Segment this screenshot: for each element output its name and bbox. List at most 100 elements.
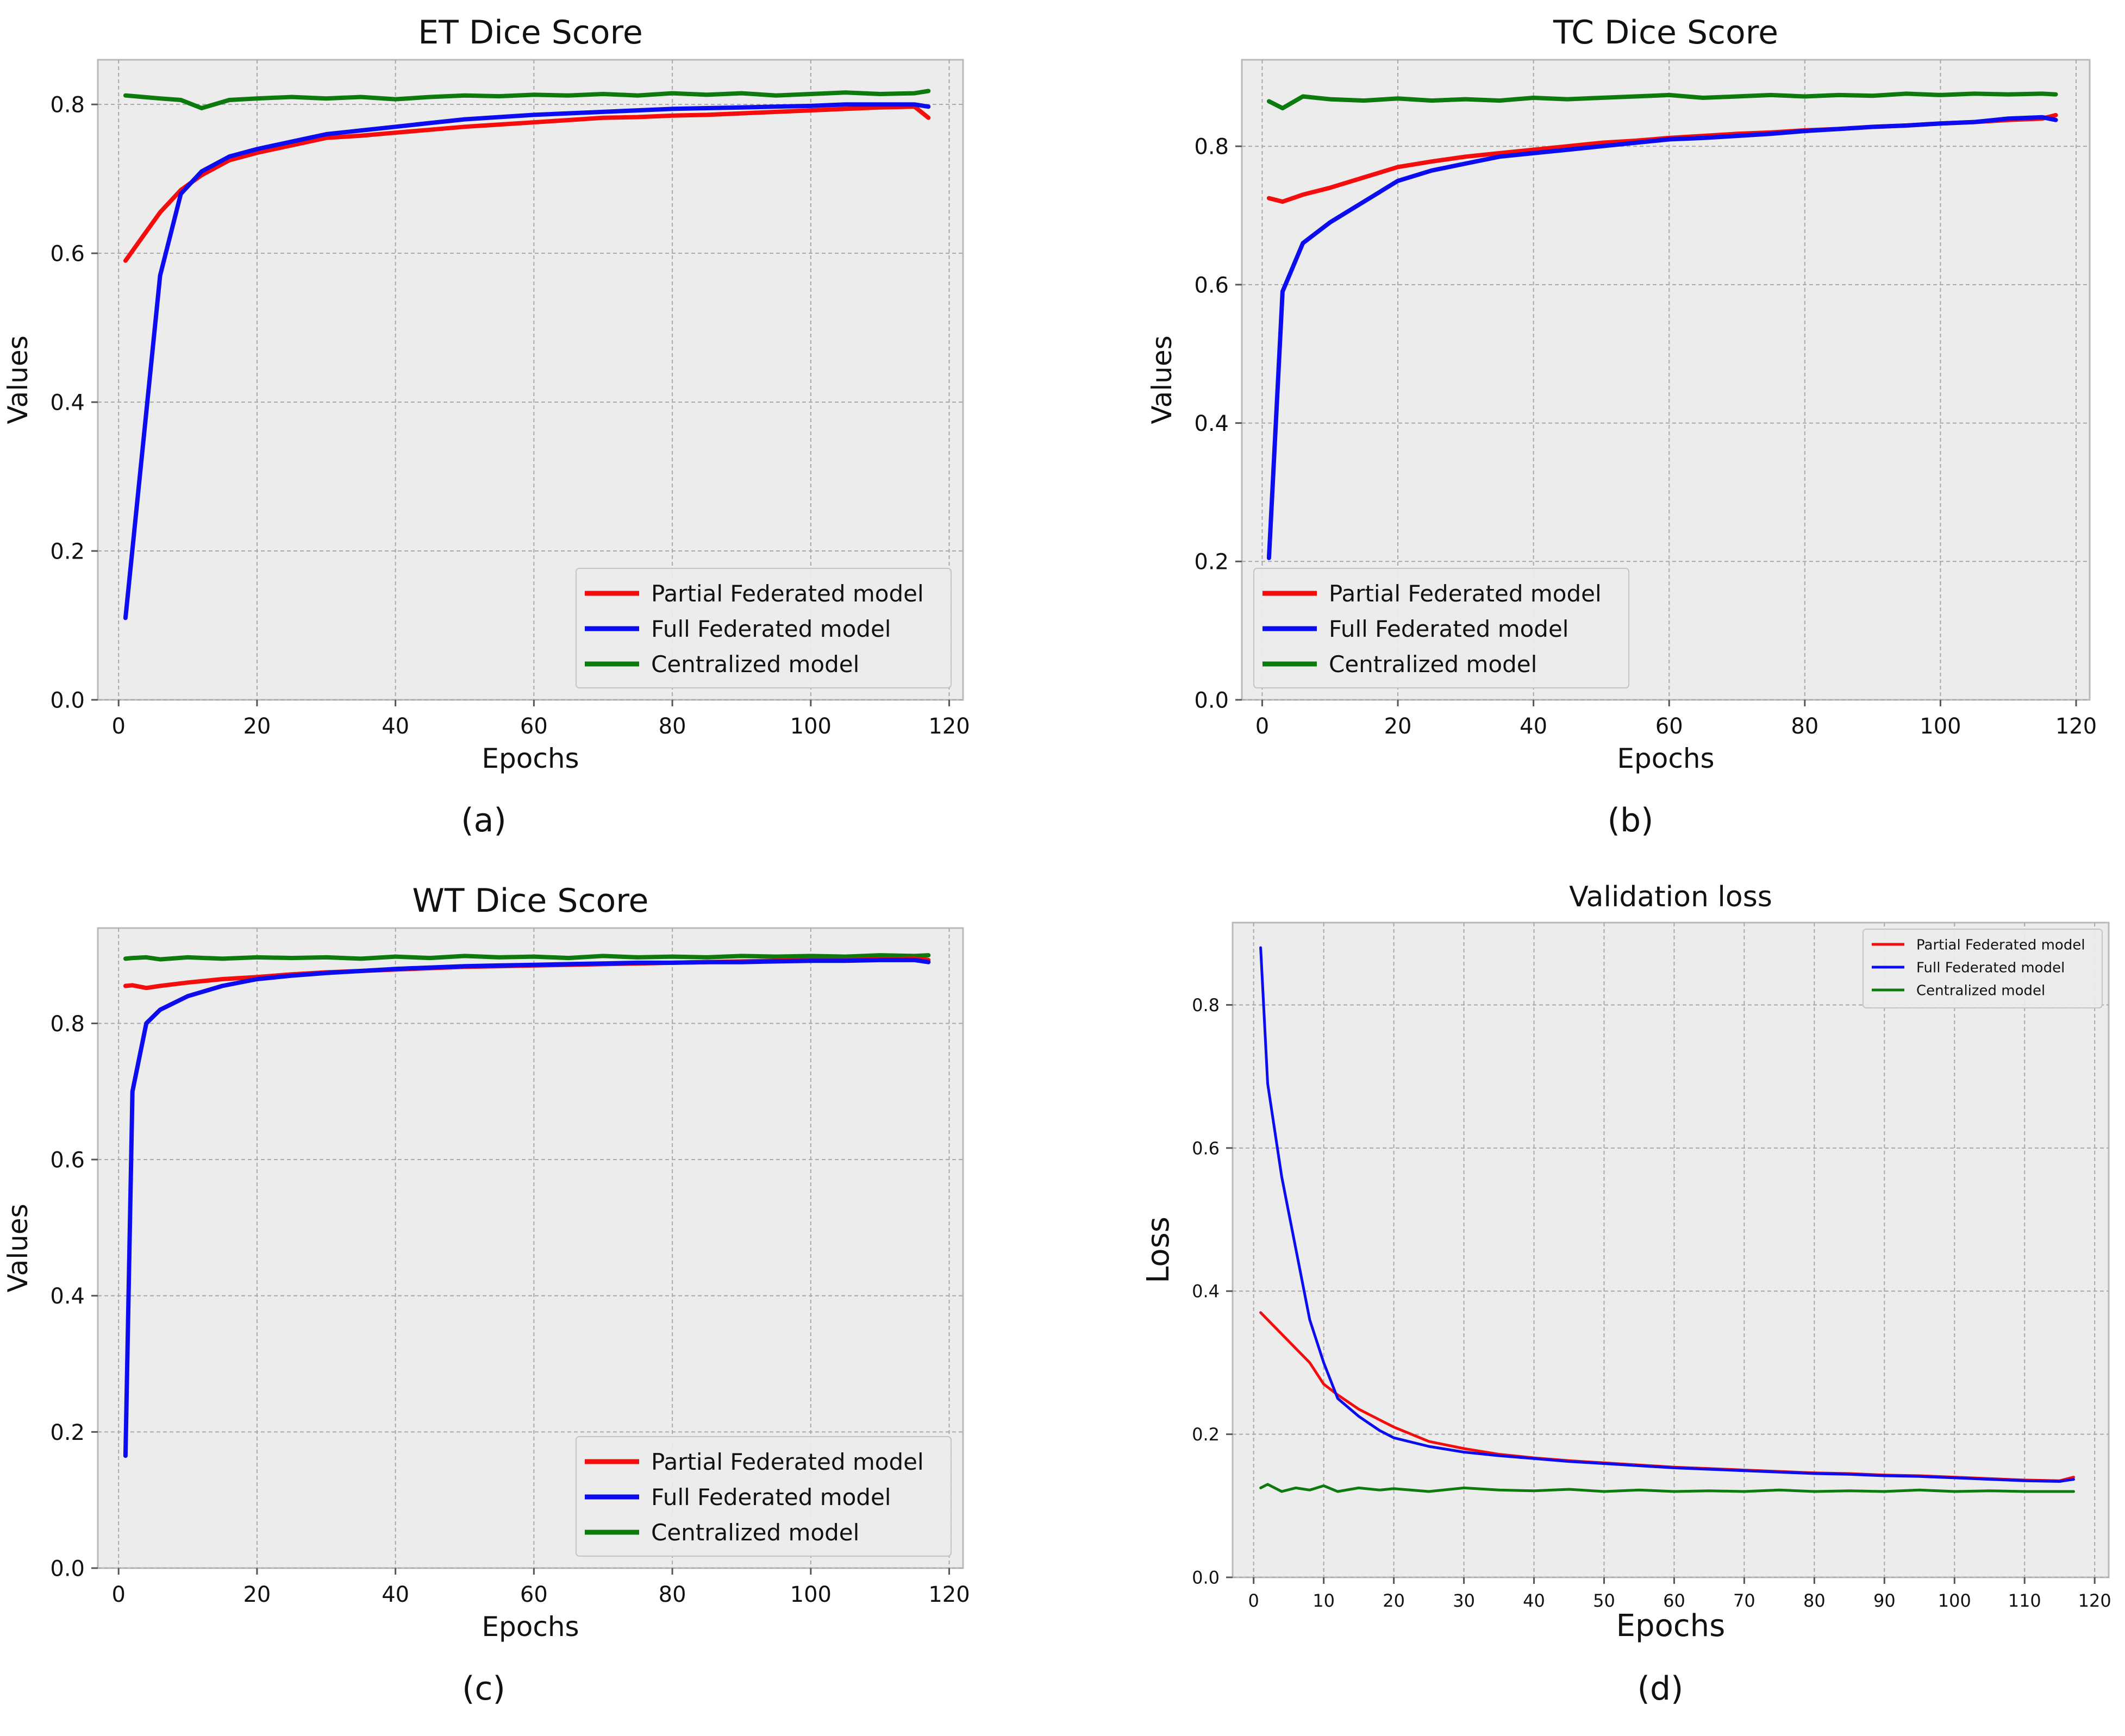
chart-title: ET Dice Score	[418, 14, 643, 52]
x-tick-label: 0	[1248, 1590, 1259, 1611]
x-tick-label: 100	[790, 714, 832, 739]
x-tick-label: 0	[1255, 714, 1269, 739]
legend-label: Partial Federated model	[1329, 580, 1602, 607]
y-tick-label: 0.0	[1194, 688, 1229, 713]
y-tick-label: 0.0	[1192, 1568, 1220, 1588]
y-tick-label: 0.8	[1194, 135, 1229, 160]
series-group	[123, 953, 931, 1458]
legend-label: Centralized model	[1916, 982, 2045, 999]
panel-caption: (d)	[1638, 1670, 1684, 1708]
chart-panel-1: 0 20 40 60 80 100 120 0.0 0.2 0.4 0.6 0.8 TC Dice Sc…	[1146, 14, 2097, 839]
x-tick-label: 0	[111, 1582, 125, 1607]
y-tick-label: 0.2	[1192, 1424, 1220, 1445]
x-tick-label: 40	[1523, 1590, 1545, 1611]
chart-title: WT Dice Score	[412, 882, 649, 920]
x-tick-label: 100	[1920, 714, 1961, 739]
chart-title: TC Dice Score	[1553, 14, 1778, 52]
y-tick-label: 0.2	[50, 539, 85, 564]
x-tick-label: 60	[1655, 714, 1683, 739]
series-line-1	[123, 102, 931, 621]
legend-label: Partial Federated model	[651, 1449, 924, 1475]
x-tick-label: 30	[1453, 1590, 1475, 1611]
y-tick-label: 0.4	[50, 390, 85, 415]
y-axis-label: Loss	[1141, 1217, 1176, 1283]
y-tick-label: 0.6	[1194, 273, 1229, 298]
x-tick-label: 100	[790, 1582, 832, 1607]
y-tick-label: 0.4	[1194, 411, 1229, 436]
y-tick-label: 0.4	[1192, 1281, 1220, 1302]
y-tick-label: 0.6	[1192, 1138, 1220, 1158]
x-tick-label: 20	[243, 714, 271, 739]
series-line-0	[123, 104, 931, 263]
x-tick-label: 20	[243, 1582, 271, 1607]
x-tick-label: 10	[1312, 1590, 1335, 1611]
x-tick-label: 90	[1873, 1590, 1896, 1611]
legend: Partial Federated model Full Federated mo…	[1862, 929, 2103, 1008]
x-tick-label: 0	[111, 714, 125, 739]
chart-panel-0: 0 20 40 60 80 100 120 0.0 0.2 0.4 0.6 0.8 ET Dice Sc…	[2, 14, 970, 839]
legend-label: Full Federated model	[1329, 616, 1568, 642]
x-tick-label: 120	[2055, 714, 2097, 739]
x-tick-label: 120	[928, 714, 970, 739]
legend-box	[1253, 568, 1629, 688]
panel-caption: (a)	[461, 801, 507, 839]
y-tick-label: 0.0	[50, 1556, 85, 1581]
legend-box	[1862, 929, 2103, 1008]
legend-label: Centralized model	[651, 651, 859, 678]
series-line-2	[1266, 91, 2058, 111]
x-tick-label: 120	[2078, 1590, 2111, 1611]
y-tick-label: 0.6	[50, 1148, 85, 1173]
x-tick-label: 120	[928, 1582, 970, 1607]
y-tick-label: 0.2	[1194, 550, 1229, 575]
x-tick-label: 20	[1383, 1590, 1405, 1611]
legend: Partial Federated model Full Federated mo…	[576, 568, 952, 688]
x-tick-label: 60	[1663, 1590, 1685, 1611]
x-axis-label: Epochs	[1617, 743, 1714, 774]
legend: Partial Federated model Full Federated mo…	[1253, 568, 1629, 688]
legend-label: Full Federated model	[1916, 960, 2065, 976]
chart-panel-3: 0 10 20 30 40 50 60 70 80 90 100 110 120 0.0 0.2 0.4 0.6…	[1141, 881, 2111, 1708]
x-tick-label: 50	[1593, 1590, 1615, 1611]
x-tick-label: 110	[2008, 1590, 2041, 1611]
x-axis-label: Epochs	[482, 1611, 579, 1643]
y-tick-label: 0.2	[50, 1420, 85, 1445]
series-line-1	[1266, 115, 2058, 560]
y-tick-label: 0.6	[50, 242, 85, 267]
series-line-1	[1259, 946, 2075, 1483]
legend-label: Full Federated model	[651, 1484, 891, 1511]
x-tick-label: 60	[520, 1582, 548, 1607]
series-group	[123, 89, 931, 621]
x-tick-label: 40	[1520, 714, 1547, 739]
x-tick-label: 80	[1791, 714, 1818, 739]
series-line-2	[123, 89, 931, 110]
x-tick-label: 80	[659, 1582, 686, 1607]
y-axis-label: Values	[2, 335, 34, 424]
x-tick-label: 60	[520, 714, 548, 739]
x-tick-label: 80	[659, 714, 686, 739]
series-line-1	[123, 957, 931, 1458]
x-axis-label: Epochs	[482, 743, 579, 774]
series-line-2	[123, 953, 931, 962]
x-axis-label: Epochs	[1616, 1608, 1726, 1644]
legend-label: Partial Federated model	[1916, 937, 2085, 953]
series-group	[1259, 946, 2075, 1493]
legend-box	[576, 1436, 952, 1557]
chart-panel-2: 0 20 40 60 80 100 120 0.0 0.2 0.4 0.6 0.8 WT Dice Sc…	[2, 882, 970, 1708]
x-tick-label: 20	[1384, 714, 1412, 739]
y-tick-label: 0.4	[50, 1284, 85, 1309]
panel-caption: (c)	[462, 1670, 505, 1708]
chart-title: Validation loss	[1569, 881, 1772, 913]
panel-caption: (b)	[1608, 801, 1654, 839]
y-axis-label: Values	[1146, 335, 1178, 424]
legend-box	[576, 568, 952, 688]
series-group	[1266, 91, 2058, 560]
y-tick-label: 0.8	[50, 93, 85, 118]
x-tick-label: 40	[382, 1582, 409, 1607]
x-tick-label: 70	[1733, 1590, 1755, 1611]
legend: Partial Federated model Full Federated mo…	[576, 1436, 952, 1557]
y-tick-label: 0.8	[50, 1012, 85, 1037]
legend-label: Full Federated model	[651, 616, 891, 642]
x-tick-label: 80	[1803, 1590, 1826, 1611]
y-tick-label: 0.8	[1192, 995, 1220, 1016]
